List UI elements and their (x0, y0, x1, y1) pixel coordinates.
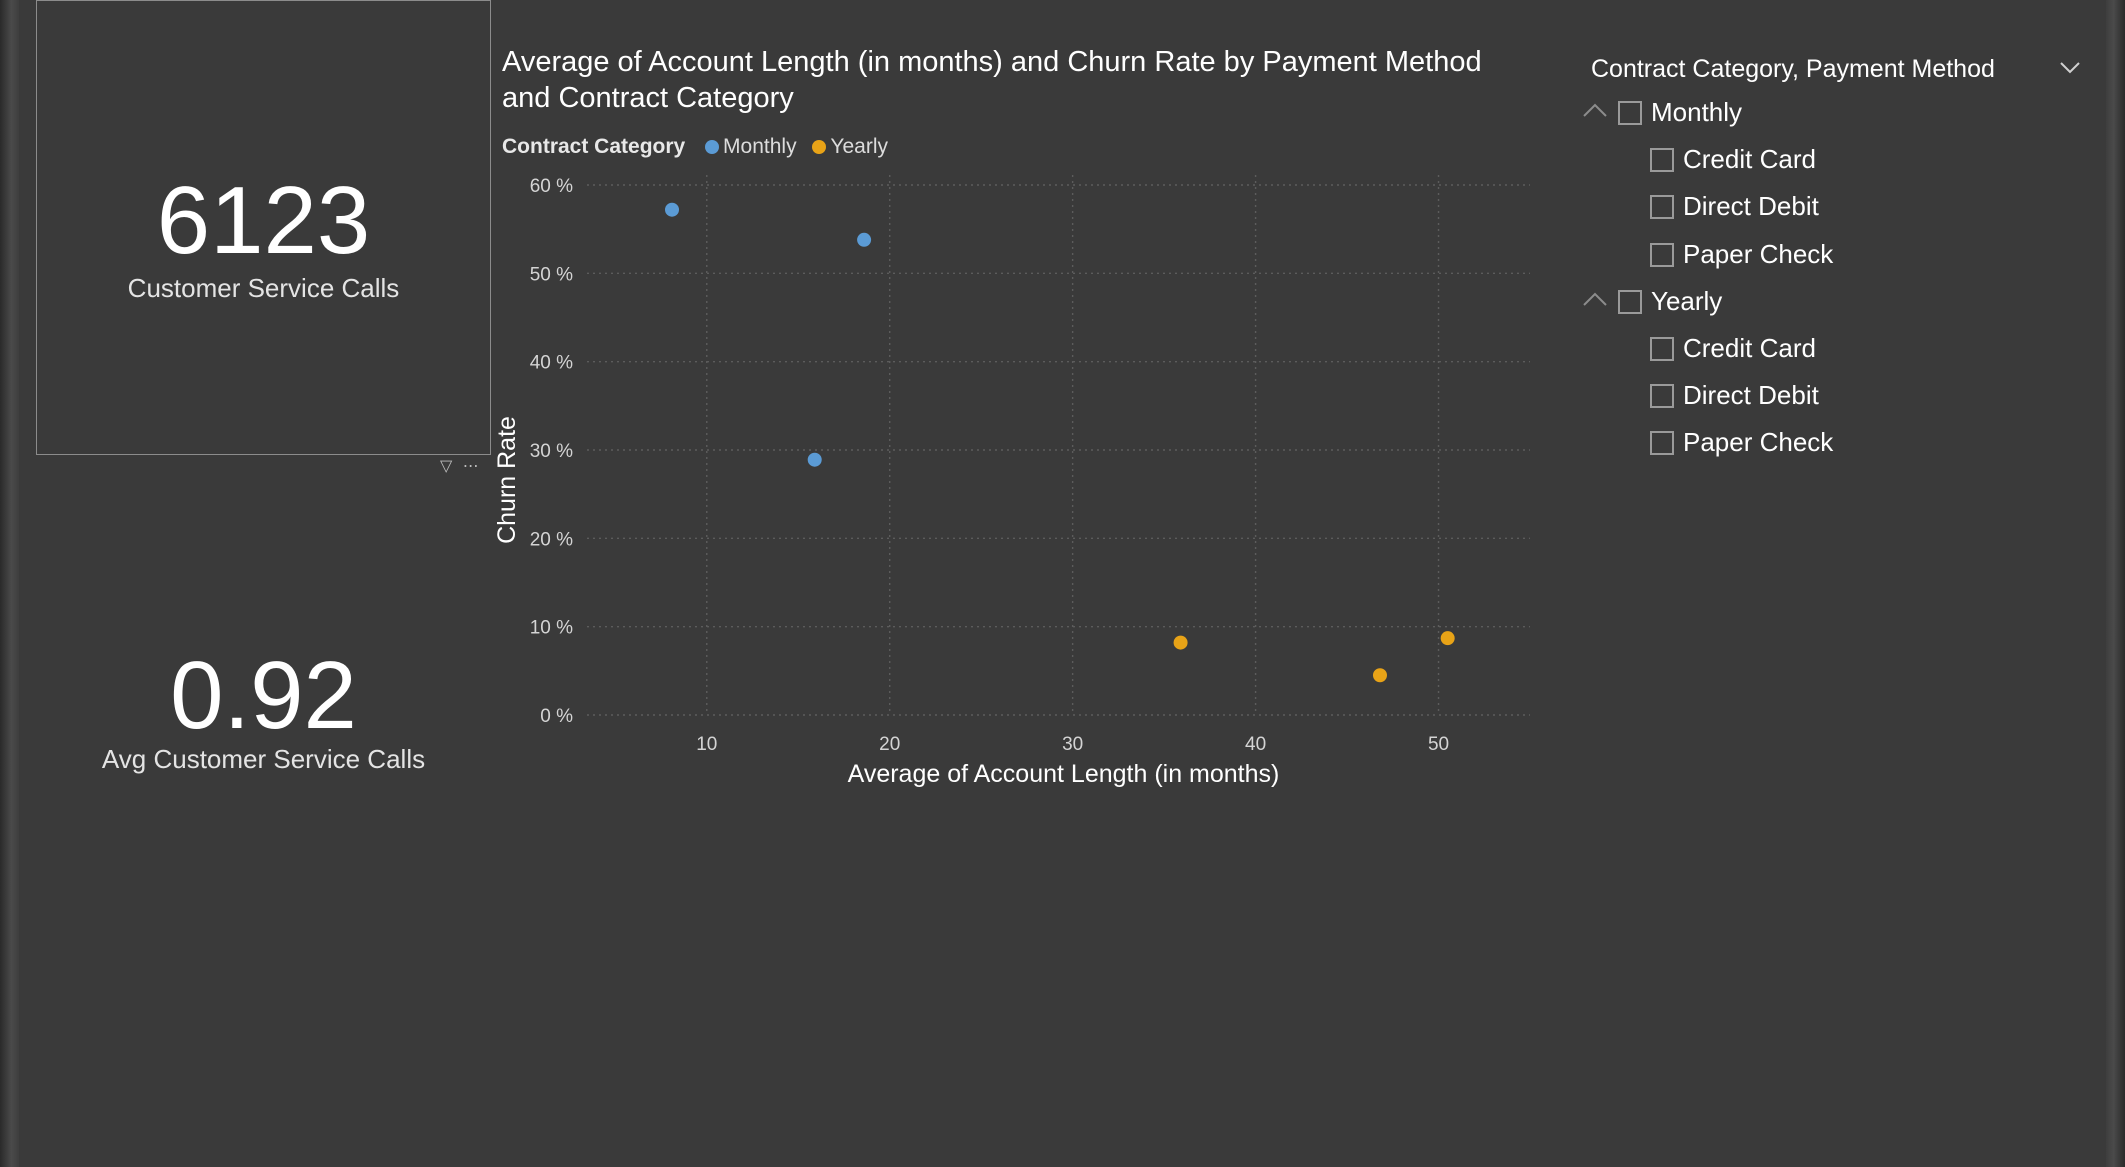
slicer-group-label: Monthly (1651, 97, 1743, 127)
x-tick-label: 20 (879, 734, 900, 755)
chart-title-line-2: and Contract Category (502, 82, 794, 114)
legend-dot-monthly (705, 140, 720, 154)
data-point-yearly[interactable] (1440, 631, 1455, 646)
slicer-checkbox[interactable] (1650, 431, 1674, 456)
data-point-monthly[interactable] (807, 452, 822, 467)
slicer-item-label: Credit Card (1683, 333, 1816, 363)
slicer-group-label: Yearly (1651, 285, 1723, 316)
slicer-title: Contract Category, Payment Method (1591, 55, 1995, 83)
slicer-checkbox[interactable] (1650, 384, 1674, 409)
slicer-item-0-1[interactable]: Direct Debit (1580, 186, 2080, 226)
filter-icon[interactable]: ▽ (440, 458, 453, 475)
card-avg-customer-service-calls[interactable]: 0.92 Avg Customer Service Calls (36, 620, 491, 790)
card-customer-service-calls[interactable]: 6123 Customer Service Calls (36, 0, 491, 455)
chevron-up-icon[interactable] (1580, 281, 1610, 321)
legend-dot-yearly (812, 140, 827, 154)
chart-title: Average of Account Length (in months) an… (502, 44, 1542, 116)
legend-label-monthly: Monthly (723, 135, 797, 158)
y-axis-title: Churn Rate (493, 416, 521, 544)
slicer-item-label: Credit Card (1683, 144, 1816, 175)
x-tick-label: 40 (1245, 734, 1266, 755)
canvas-left-edge (0, 0, 19, 1167)
more-options-icon[interactable]: ⋯ (462, 458, 479, 475)
legend-title: Contract Category (502, 135, 686, 158)
chart-title-line-1: Average of Account Length (in months) an… (502, 46, 1482, 78)
chevron-up-icon[interactable] (1580, 92, 1610, 132)
card-label: Customer Service Calls (127, 273, 400, 303)
slicer-item-0-0[interactable]: Credit Card (1580, 139, 2080, 179)
card-value: 6123 (156, 167, 371, 274)
slicer-group-0[interactable]: Monthly (1580, 92, 2080, 132)
slicer-contract-payment[interactable]: Contract Category, Payment Method Monthl… (1580, 50, 2100, 470)
y-tick-label: 0 % (540, 706, 573, 727)
y-tick-label: 10 % (530, 618, 573, 639)
slicer-item-label: Paper Check (1683, 238, 1834, 269)
slicer-checkbox[interactable] (1650, 148, 1674, 173)
chevron-down-icon[interactable] (2057, 54, 2083, 80)
x-tick-label: 30 (1062, 734, 1083, 755)
slicer-checkbox[interactable] (1650, 337, 1674, 361)
data-point-monthly[interactable] (857, 232, 872, 247)
slicer-item-label: Direct Debit (1683, 191, 1819, 222)
legend-label-yearly: Yearly (830, 135, 889, 158)
x-axis-title: Average of Account Length (in months) (848, 760, 1280, 788)
card-label: Avg Customer Service Calls (101, 744, 426, 774)
slicer-group-1[interactable]: Yearly (1580, 281, 2080, 321)
slicer-header[interactable]: Contract Category, Payment Method (1591, 50, 2091, 90)
y-tick-label: 20 % (530, 529, 573, 550)
slicer-item-1-0[interactable]: Credit Card (1580, 328, 2080, 368)
slicer-item-1-1[interactable]: Direct Debit (1580, 375, 2080, 415)
scatter-chart[interactable]: 0 % 10 % 20 % 30 % 40 % 50 % 60 % 10 20 30 40 50 Ave… (490, 160, 1550, 800)
data-point-monthly[interactable] (665, 202, 680, 217)
legend-item-yearly[interactable]: Yearly (812, 135, 888, 158)
visual-header: ▽ ⋯ (440, 456, 492, 476)
slicer-item-label: Direct Debit (1683, 380, 1819, 411)
slicer-item-0-2[interactable]: Paper Check (1580, 234, 2080, 274)
y-tick-label: 50 % (530, 264, 573, 285)
chart-legend: Contract Category Monthly Yearly (502, 133, 898, 161)
canvas-right-edge (2106, 0, 2125, 1167)
card-value: 0.92 (170, 642, 357, 749)
legend-item-monthly[interactable]: Monthly (705, 135, 802, 158)
y-tick-label: 40 % (530, 353, 573, 374)
slicer-checkbox[interactable] (1650, 195, 1674, 220)
y-tick-label: 30 % (530, 441, 573, 462)
slicer-checkbox[interactable] (1618, 101, 1642, 125)
slicer-item-label: Paper Check (1683, 427, 1834, 458)
slicer-item-1-2[interactable]: Paper Check (1580, 422, 2080, 462)
slicer-checkbox[interactable] (1650, 242, 1674, 267)
slicer-checkbox[interactable] (1618, 289, 1642, 314)
data-point-yearly[interactable] (1372, 668, 1387, 683)
x-tick-label: 50 (1428, 734, 1449, 755)
y-tick-label: 60 % (530, 176, 573, 197)
data-point-yearly[interactable] (1173, 635, 1188, 650)
x-tick-label: 10 (696, 734, 717, 755)
